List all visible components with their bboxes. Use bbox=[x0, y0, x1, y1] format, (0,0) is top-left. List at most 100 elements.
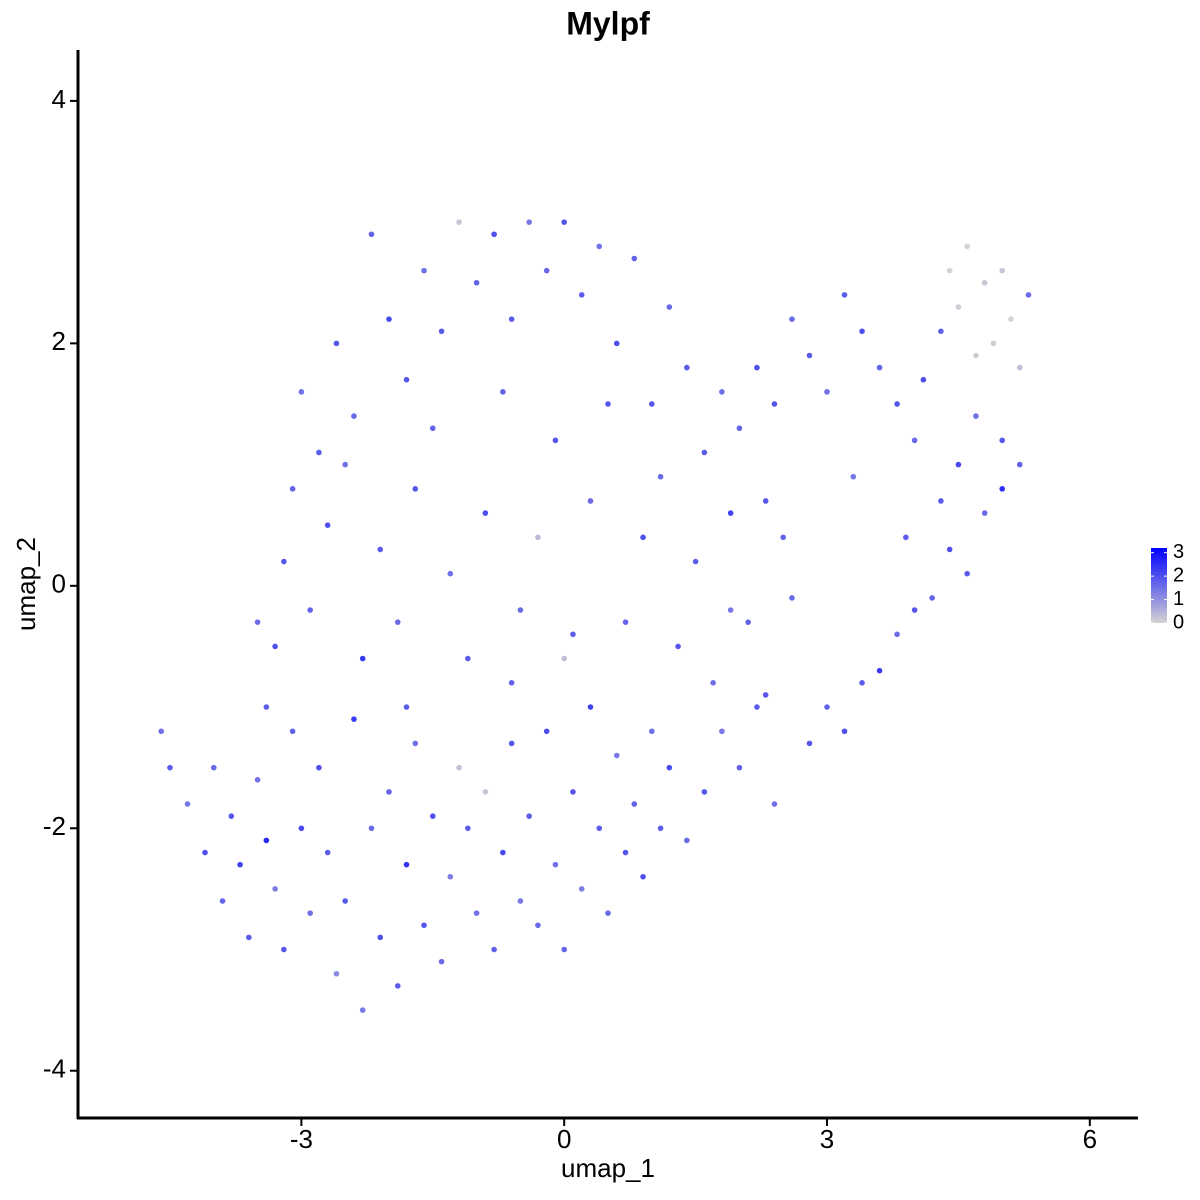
x-tick-label: 0 bbox=[557, 1124, 571, 1154]
point bbox=[438, 958, 445, 965]
point bbox=[981, 510, 988, 516]
y-tick-label: -4 bbox=[43, 1054, 66, 1084]
point bbox=[465, 825, 471, 832]
point bbox=[561, 219, 567, 225]
point bbox=[587, 704, 594, 710]
point bbox=[754, 364, 760, 371]
point bbox=[719, 389, 725, 395]
point bbox=[447, 873, 454, 880]
point bbox=[859, 679, 865, 686]
y-axis-label: umap_2 bbox=[11, 537, 41, 631]
point bbox=[377, 934, 384, 941]
point bbox=[911, 607, 918, 613]
x-tick-label: -3 bbox=[290, 1124, 313, 1154]
y-tick-label: -2 bbox=[43, 811, 66, 841]
point bbox=[999, 486, 1006, 492]
point bbox=[552, 861, 559, 868]
point bbox=[578, 292, 585, 298]
point bbox=[543, 267, 550, 274]
point bbox=[903, 534, 909, 541]
point bbox=[184, 801, 191, 807]
point bbox=[955, 461, 962, 468]
point bbox=[429, 813, 436, 819]
point bbox=[666, 764, 673, 771]
point bbox=[447, 570, 454, 577]
point bbox=[806, 352, 813, 359]
point bbox=[876, 364, 883, 371]
point bbox=[640, 873, 646, 880]
point bbox=[762, 498, 769, 504]
point bbox=[824, 389, 830, 395]
point bbox=[316, 449, 322, 456]
point bbox=[368, 231, 375, 238]
point bbox=[342, 461, 348, 468]
point bbox=[999, 437, 1006, 444]
colorbar-label: 1 bbox=[1173, 588, 1184, 610]
point bbox=[298, 825, 305, 832]
point bbox=[202, 849, 208, 856]
point bbox=[1008, 316, 1014, 322]
point bbox=[438, 328, 445, 335]
point bbox=[473, 910, 480, 916]
point bbox=[622, 619, 629, 625]
point bbox=[666, 304, 673, 310]
point bbox=[281, 946, 287, 953]
point bbox=[841, 728, 848, 735]
point bbox=[561, 655, 567, 662]
point bbox=[263, 837, 270, 844]
point bbox=[289, 728, 296, 735]
point bbox=[377, 546, 384, 553]
point bbox=[535, 534, 541, 541]
point bbox=[272, 643, 278, 650]
point bbox=[780, 534, 787, 541]
point bbox=[570, 631, 576, 638]
point bbox=[508, 679, 515, 686]
point bbox=[403, 704, 410, 710]
point bbox=[500, 849, 506, 856]
point bbox=[333, 340, 340, 347]
point bbox=[701, 789, 708, 795]
point bbox=[596, 243, 603, 250]
point bbox=[342, 898, 348, 904]
point bbox=[736, 764, 743, 771]
x-tick-label: 3 bbox=[820, 1124, 834, 1154]
point bbox=[482, 510, 489, 516]
point bbox=[859, 328, 865, 335]
point bbox=[324, 849, 331, 856]
point bbox=[552, 437, 559, 444]
point bbox=[727, 607, 734, 613]
point bbox=[246, 934, 252, 941]
point bbox=[762, 692, 769, 698]
point bbox=[631, 255, 638, 262]
point bbox=[517, 898, 524, 904]
point bbox=[850, 473, 857, 480]
point bbox=[973, 352, 979, 359]
point bbox=[429, 425, 436, 432]
point bbox=[307, 607, 313, 613]
point bbox=[403, 376, 410, 383]
point bbox=[946, 267, 953, 274]
point bbox=[473, 279, 480, 286]
point bbox=[684, 364, 690, 371]
point bbox=[745, 619, 751, 625]
point bbox=[1025, 292, 1032, 298]
point bbox=[351, 413, 357, 419]
point bbox=[324, 522, 331, 529]
point bbox=[789, 316, 795, 322]
chart-title: Mylpf bbox=[566, 5, 650, 41]
point bbox=[561, 946, 567, 953]
point bbox=[692, 558, 699, 565]
point bbox=[351, 716, 357, 722]
colorbar bbox=[1151, 548, 1167, 623]
point bbox=[657, 473, 664, 480]
point bbox=[605, 401, 611, 407]
point bbox=[894, 401, 900, 407]
point bbox=[701, 449, 708, 456]
point bbox=[359, 1007, 366, 1013]
point bbox=[403, 861, 410, 868]
point bbox=[456, 764, 462, 771]
point bbox=[771, 801, 778, 807]
point bbox=[298, 389, 305, 395]
point bbox=[938, 498, 944, 504]
